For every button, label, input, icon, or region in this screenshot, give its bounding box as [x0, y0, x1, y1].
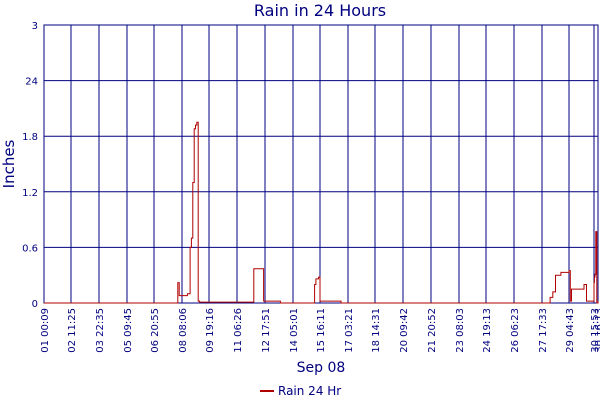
x-tick-label: 30 15:53: [590, 308, 600, 353]
x-tick-label: 08 08:06: [178, 308, 189, 353]
chart-title: Rain in 24 Hours: [254, 1, 386, 20]
x-tick-label: 30 16:13: [594, 308, 600, 353]
y-tick-label: 0.6: [22, 243, 38, 254]
x-axis-label: Sep 08: [297, 360, 346, 376]
x-tick-label: 02 11:25: [67, 308, 78, 353]
y-axis-ticks: 0 0.6 1.2 1.8 24 3: [22, 21, 38, 310]
y-axis-label: Inches: [0, 139, 18, 188]
x-tick-label: 03 22:35: [95, 308, 106, 353]
x-tick-label: 12 17:51: [261, 308, 272, 353]
x-tick-label: 17 03:21: [344, 308, 355, 353]
y-tick-label: 1.8: [22, 132, 38, 143]
x-tick-label: 26 06:23: [510, 308, 521, 353]
x-tick-label: 06 20:55: [150, 308, 161, 353]
x-tick-label: 20 09:42: [399, 308, 410, 353]
y-tick-label: 0: [32, 299, 38, 310]
x-tick-label: 29 04:43: [565, 308, 576, 353]
y-tick-label: 3: [32, 21, 38, 32]
x-tick-label: 01 00:09: [40, 308, 51, 353]
y-tick-label: 1.2: [22, 188, 38, 199]
x-axis-ticks: 01 00:09 02 11:25 03 22:35 05 09:45 06 20:55…: [40, 308, 600, 353]
x-tick-label: 18 14:31: [371, 308, 382, 353]
legend: Rain 24 Hr: [260, 384, 341, 398]
x-tick-label: 14 05:01: [289, 308, 300, 353]
x-tick-label: 23 08:03: [455, 308, 466, 353]
x-tick-label: 09 19:16: [205, 308, 216, 353]
x-tick-label: 21 20:52: [427, 308, 438, 353]
x-tick-label: 11 06:26: [233, 308, 244, 353]
x-tick-label: 15 16:11: [316, 308, 327, 353]
y-tick-label: 24: [25, 77, 38, 88]
series-lines: [44, 121, 599, 304]
x-tick-label: 27 17:33: [538, 308, 549, 353]
legend-label: Rain 24 Hr: [278, 384, 341, 398]
plot-area: [43, 24, 599, 304]
x-tick-label: 24 19:13: [482, 308, 493, 353]
series-line-rain-24-hr: [44, 121, 599, 304]
x-tick-label: 05 09:45: [123, 308, 134, 353]
